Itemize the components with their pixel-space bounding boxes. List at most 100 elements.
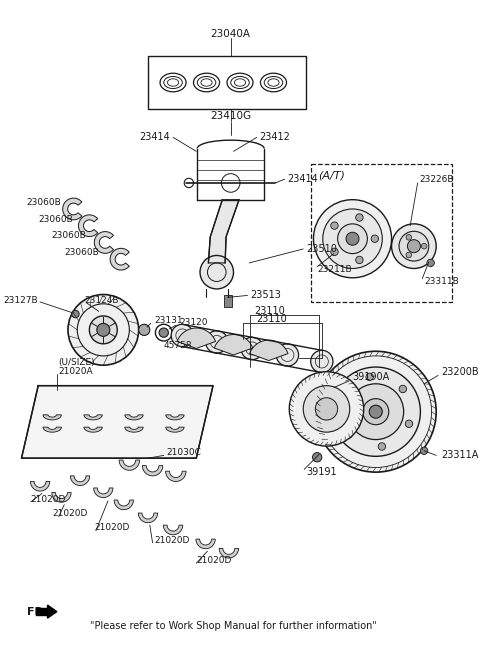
Polygon shape xyxy=(166,415,184,420)
Polygon shape xyxy=(95,232,113,253)
Circle shape xyxy=(323,209,382,268)
Text: 39190A: 39190A xyxy=(352,373,390,382)
Circle shape xyxy=(366,373,373,380)
Text: (A/T): (A/T) xyxy=(318,171,345,180)
Polygon shape xyxy=(94,488,113,498)
Text: 23131: 23131 xyxy=(155,316,183,325)
Polygon shape xyxy=(177,328,216,348)
Text: 23060B: 23060B xyxy=(65,248,99,257)
Text: 23510: 23510 xyxy=(306,244,337,254)
Text: 23200B: 23200B xyxy=(441,367,479,377)
Circle shape xyxy=(313,199,392,277)
Text: 39191: 39191 xyxy=(306,467,336,477)
Text: 23513: 23513 xyxy=(250,291,281,300)
Circle shape xyxy=(348,384,404,440)
Circle shape xyxy=(399,385,407,393)
Circle shape xyxy=(406,235,411,240)
Polygon shape xyxy=(125,415,143,420)
Bar xyxy=(311,165,452,302)
Text: (U/SIZE): (U/SIZE) xyxy=(59,358,96,367)
Polygon shape xyxy=(250,340,288,361)
Circle shape xyxy=(331,222,338,230)
Polygon shape xyxy=(219,548,239,558)
Circle shape xyxy=(312,453,322,462)
Circle shape xyxy=(331,248,338,256)
Text: 23414: 23414 xyxy=(140,133,170,142)
Text: 21020D: 21020D xyxy=(94,523,130,533)
Polygon shape xyxy=(125,427,143,432)
Circle shape xyxy=(356,214,363,221)
Polygon shape xyxy=(36,608,48,615)
Circle shape xyxy=(371,235,379,243)
Circle shape xyxy=(89,316,117,344)
Circle shape xyxy=(315,351,436,472)
Polygon shape xyxy=(163,525,183,535)
Circle shape xyxy=(421,243,427,249)
Polygon shape xyxy=(110,249,129,270)
Polygon shape xyxy=(214,335,252,355)
Text: 23226B: 23226B xyxy=(420,174,454,184)
Polygon shape xyxy=(48,605,57,618)
Text: 21020D: 21020D xyxy=(196,556,232,565)
Text: 23211B: 23211B xyxy=(317,265,352,274)
Circle shape xyxy=(420,447,428,455)
Text: 21020D: 21020D xyxy=(52,510,87,518)
Text: 23060B: 23060B xyxy=(27,198,61,207)
Polygon shape xyxy=(84,427,102,432)
Polygon shape xyxy=(196,539,215,548)
Polygon shape xyxy=(79,215,98,237)
Circle shape xyxy=(159,328,168,337)
Circle shape xyxy=(346,232,359,245)
Text: "Please refer to Work Shop Manual for further information": "Please refer to Work Shop Manual for fu… xyxy=(90,621,377,630)
Circle shape xyxy=(345,431,352,438)
Text: 21020D: 21020D xyxy=(31,495,66,504)
Polygon shape xyxy=(43,427,61,432)
Circle shape xyxy=(315,398,337,420)
Circle shape xyxy=(276,344,299,366)
Text: 23410G: 23410G xyxy=(210,111,251,121)
Circle shape xyxy=(289,372,364,446)
Circle shape xyxy=(427,259,434,266)
Circle shape xyxy=(205,331,228,353)
Text: FR.: FR. xyxy=(27,607,48,617)
Circle shape xyxy=(356,256,363,264)
Text: 23127B: 23127B xyxy=(3,296,38,304)
Circle shape xyxy=(171,324,193,346)
Polygon shape xyxy=(22,386,213,458)
Polygon shape xyxy=(143,466,163,476)
Circle shape xyxy=(97,323,110,337)
Circle shape xyxy=(241,337,263,359)
Circle shape xyxy=(303,386,350,432)
Text: 23110: 23110 xyxy=(257,314,288,323)
Text: 23414: 23414 xyxy=(288,174,318,184)
Circle shape xyxy=(363,399,389,424)
Polygon shape xyxy=(63,198,82,220)
Circle shape xyxy=(311,350,333,373)
Circle shape xyxy=(392,224,436,268)
Circle shape xyxy=(68,295,139,365)
Text: 23124B: 23124B xyxy=(84,296,119,304)
Text: 23120: 23120 xyxy=(180,318,208,327)
Polygon shape xyxy=(52,493,71,502)
Polygon shape xyxy=(84,415,102,420)
Text: 23060B: 23060B xyxy=(39,215,73,224)
Text: 23060B: 23060B xyxy=(52,232,86,241)
Polygon shape xyxy=(166,471,186,482)
Circle shape xyxy=(331,367,420,457)
Text: 23311A: 23311A xyxy=(441,451,478,461)
Text: 23040A: 23040A xyxy=(211,29,251,39)
Polygon shape xyxy=(119,460,140,470)
Text: 45758: 45758 xyxy=(164,341,192,350)
Polygon shape xyxy=(43,415,61,420)
Circle shape xyxy=(200,255,233,289)
Circle shape xyxy=(378,443,385,450)
Circle shape xyxy=(339,396,346,403)
Circle shape xyxy=(399,232,429,261)
Polygon shape xyxy=(166,427,184,432)
Text: 23311B: 23311B xyxy=(424,277,459,286)
Polygon shape xyxy=(138,513,157,523)
Circle shape xyxy=(405,420,413,428)
Polygon shape xyxy=(208,199,239,263)
Circle shape xyxy=(406,253,411,258)
Polygon shape xyxy=(114,500,133,510)
